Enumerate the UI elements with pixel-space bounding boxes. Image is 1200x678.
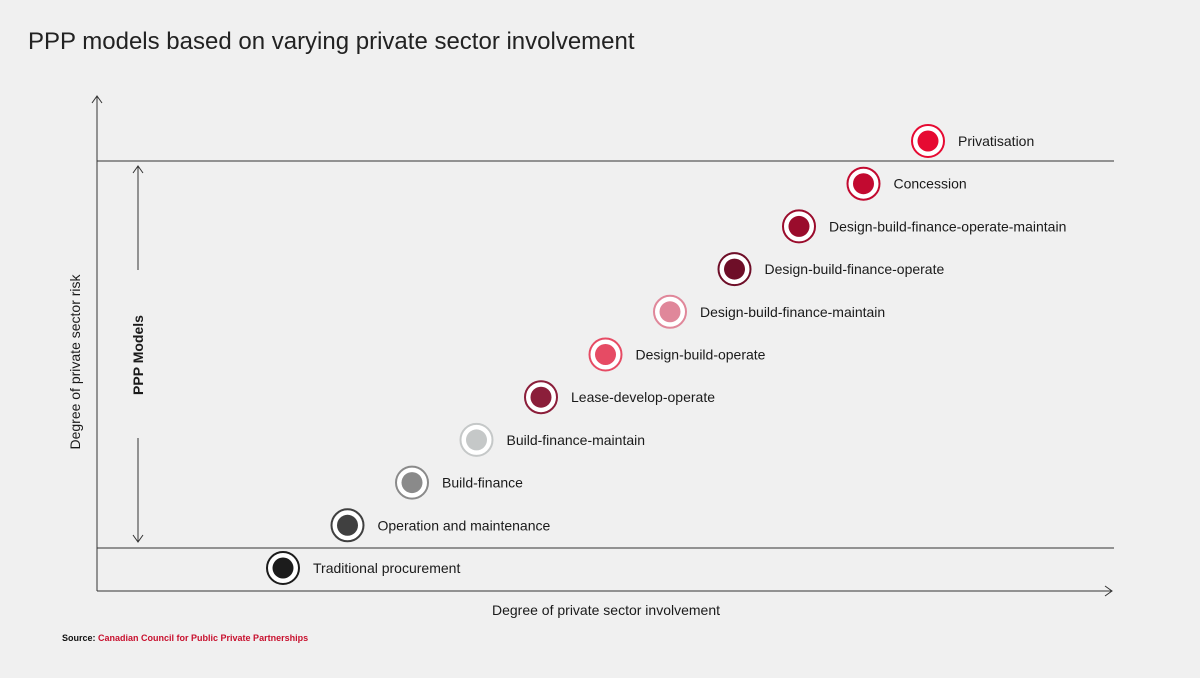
page-title: PPP models based on varying private sect… (28, 28, 635, 55)
model-marker-dot (917, 130, 939, 152)
model-marker-dot (272, 557, 294, 579)
source-prefix: Source: (62, 633, 96, 643)
model-label: Design-build-finance-operate (765, 261, 945, 277)
model-marker-dot (401, 472, 423, 494)
models-layer: Traditional procurement Operation and mai… (266, 124, 1066, 585)
source-name: Canadian Council for Public Private Part… (98, 633, 309, 643)
model-item: Design-build-finance-operate-maintain (782, 209, 1066, 244)
model-item: Concession (846, 166, 967, 201)
model-label: Design-build-operate (636, 347, 766, 363)
model-item: Build-finance-maintain (459, 422, 646, 457)
model-label: Lease-develop-operate (571, 389, 715, 405)
model-label: Design-build-finance-operate-maintain (829, 218, 1066, 234)
model-label: Concession (894, 176, 967, 192)
model-marker-dot (466, 429, 487, 451)
ppp-band-arrow (132, 165, 144, 543)
y-axis (91, 95, 103, 591)
model-item: Design-build-operate (588, 337, 766, 372)
model-marker-dot (853, 173, 874, 195)
model-label: Build-finance (442, 475, 523, 491)
model-item: Design-build-finance-maintain (653, 294, 885, 329)
x-axis (97, 585, 1113, 597)
model-marker-dot (337, 514, 358, 536)
y-axis-label: Degree of private sector risk (67, 273, 83, 449)
model-item: Design-build-finance-operate (717, 252, 945, 287)
model-item: Lease-develop-operate (524, 380, 715, 415)
band-label: PPP Models (130, 315, 146, 395)
model-marker-dot (788, 215, 810, 237)
model-item: Privatisation (911, 124, 1034, 158)
model-label: Privatisation (958, 133, 1034, 149)
model-item: Build-finance (395, 465, 523, 500)
x-axis-label: Degree of private sector involvement (492, 602, 720, 618)
model-marker-dot (595, 344, 616, 365)
model-label: Operation and maintenance (378, 517, 551, 533)
model-label: Build-finance-maintain (507, 432, 646, 448)
model-item: Operation and maintenance (330, 508, 551, 543)
model-marker-dot (724, 258, 745, 280)
model-label: Design-build-finance-maintain (700, 304, 885, 320)
model-marker-dot (530, 386, 552, 408)
model-marker-dot (659, 301, 681, 323)
model-label: Traditional procurement (313, 560, 460, 576)
model-item: Traditional procurement (266, 551, 460, 585)
source-note: Source: Canadian Council for Public Priv… (62, 633, 308, 643)
